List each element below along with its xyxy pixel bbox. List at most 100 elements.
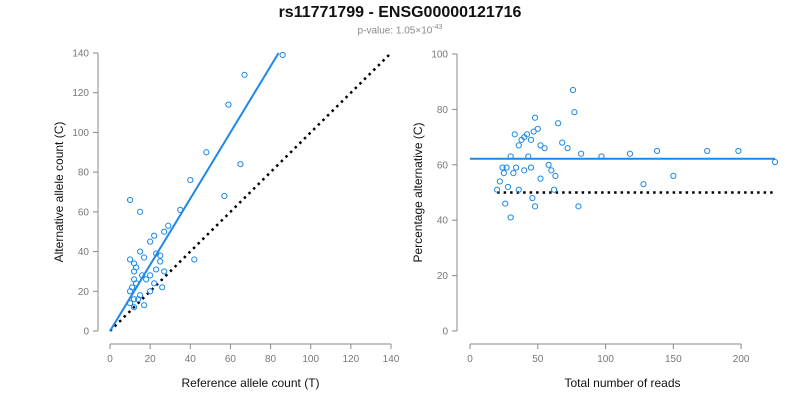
data-point (515, 142, 522, 149)
x-tick-label: 60 (225, 354, 237, 365)
pvalue-exponent: -43 (432, 24, 443, 31)
data-point (126, 300, 134, 307)
data-point (143, 276, 150, 283)
data-point (147, 272, 154, 279)
data-point (137, 248, 144, 255)
data-point (203, 149, 210, 156)
y-axis-label: Percentage alternative (C) (411, 122, 425, 262)
data-point (512, 164, 520, 171)
data-point (569, 86, 577, 94)
data-point (128, 284, 136, 291)
data-point (126, 196, 134, 204)
data-point (279, 51, 286, 59)
data-point (237, 161, 244, 168)
y-tick-label: 80 (78, 168, 90, 179)
x-axis-label: Total number of reads (564, 376, 680, 390)
data-point (177, 206, 184, 213)
data-point (559, 139, 566, 146)
data-point (157, 258, 164, 265)
x-tick-label: 100 (302, 354, 319, 365)
data-point (531, 114, 539, 121)
data-point (653, 147, 661, 155)
chart-panel-2: 0 20 40 60 80 100 0 50 100 150 200 Total number of … (411, 50, 779, 390)
data-point (571, 109, 578, 116)
data-point (598, 153, 605, 160)
y-tick-label: 0 (442, 327, 448, 338)
data-point (137, 208, 144, 215)
y-tick-label: 60 (78, 207, 90, 218)
data-point (735, 147, 742, 155)
data-point (499, 164, 506, 171)
fit-line (109, 52, 280, 332)
y-tick-label: 120 (72, 88, 89, 99)
data-point (503, 164, 510, 171)
data-point (153, 266, 160, 273)
data-point (575, 203, 582, 210)
data-point (525, 153, 532, 160)
x-axis-label: Reference allele count (T) (181, 376, 319, 390)
y-tick-label: 20 (437, 271, 449, 282)
data-point (187, 176, 194, 184)
data-point (191, 256, 198, 263)
data-point (564, 145, 571, 152)
data-point (137, 292, 144, 299)
y-tick-label: 40 (78, 247, 90, 258)
data-point (159, 284, 166, 291)
data-point (530, 128, 537, 135)
data-point (511, 131, 518, 138)
data-point (550, 186, 558, 193)
data-point (534, 125, 541, 132)
y-tick-label: 0 (83, 327, 89, 338)
chart-panel-1: 0 20 40 60 80 100 120 140 0 20 40 60 80 100 120 140 Refe… (52, 49, 400, 391)
x-tick-label: 50 (532, 354, 544, 365)
data-point (515, 186, 522, 193)
data-point (132, 264, 140, 271)
data-point (221, 192, 228, 200)
data-point (126, 256, 134, 263)
data-point (545, 161, 552, 168)
data-point (500, 170, 507, 177)
data-point (141, 254, 148, 261)
data-point (157, 252, 164, 259)
y-tick-label: 80 (437, 105, 449, 116)
data-point (147, 288, 154, 295)
x-tick-label: 0 (467, 354, 473, 365)
data-point (670, 172, 677, 179)
data-point (537, 175, 544, 182)
pvalue-subtitle: p-value: 1.05×10-43 (0, 24, 800, 36)
data-point (640, 181, 647, 188)
data-point (494, 186, 501, 193)
x-tick-label: 100 (597, 354, 614, 365)
page-title: rs11771799 - ENSG00000121716 (278, 4, 522, 21)
y-tick-label: 20 (78, 287, 90, 298)
data-point (130, 296, 138, 303)
data-point (510, 170, 517, 177)
data-point (241, 71, 248, 78)
data-point (151, 232, 158, 239)
x-tick-label: 150 (665, 354, 682, 365)
data-point (502, 200, 509, 207)
data-point (141, 302, 148, 309)
data-point (151, 280, 158, 287)
data-point (139, 272, 146, 279)
data-point (529, 194, 536, 202)
data-point (130, 276, 138, 283)
data-point (771, 158, 779, 166)
data-point (626, 150, 634, 157)
data-point (537, 142, 544, 149)
data-point (527, 164, 535, 171)
y-tick-label: 100 (72, 128, 89, 139)
x-tick-label: 20 (145, 354, 157, 365)
data-point (130, 304, 138, 311)
data-point (504, 183, 512, 191)
pvalue-text: p-value: 1.05×10 (357, 25, 433, 37)
data-point (527, 136, 535, 143)
data-point (147, 238, 154, 245)
data-point (541, 145, 548, 152)
data-point (521, 167, 528, 174)
x-tick-label: 40 (185, 354, 197, 365)
data-point (552, 172, 559, 179)
data-point (704, 147, 711, 155)
y-tick-label: 100 (431, 50, 448, 61)
